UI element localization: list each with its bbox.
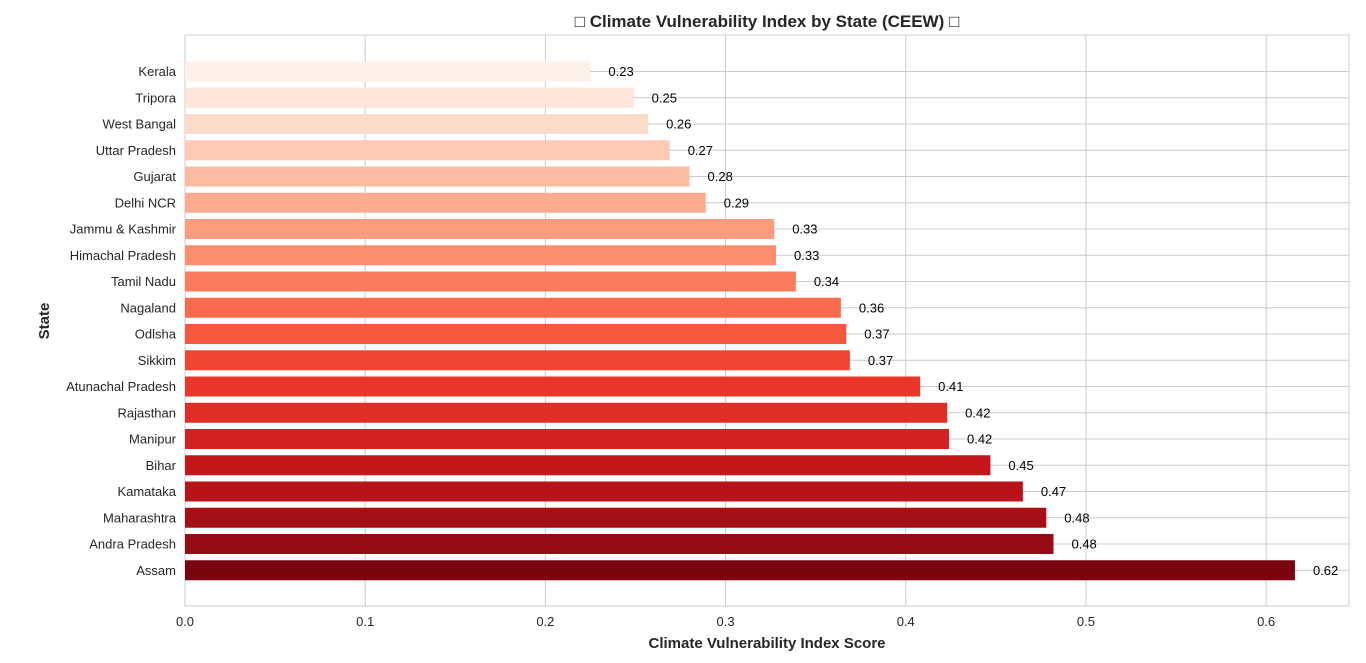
y-tick-label: Manipur [129,432,177,447]
data-label: 0.33 [792,222,817,237]
data-label: 0.42 [965,405,990,420]
data-label: 0.48 [1071,537,1096,552]
y-tick-label: Maharashtra [103,510,177,525]
y-tick-label: Assam [136,563,176,578]
bar [185,140,670,161]
label-layer: 0.23 0.25 0.26 0.27 0.28 0.29 0.33 0.33 0.34 0.36… [608,64,1338,578]
y-axis-title: State [36,303,53,340]
data-label: 0.62 [1313,563,1338,578]
y-tick-label: Himachal Pradesh [70,248,176,263]
y-tick-label: Andra Pradesh [89,537,176,552]
data-label: 0.28 [708,169,733,184]
data-label: 0.27 [688,143,713,158]
data-label: 0.34 [814,274,839,289]
x-tick-label: 0.5 [1077,614,1095,629]
bar [185,350,850,371]
data-label: 0.45 [1008,458,1033,473]
y-tick-label: Bihar [146,458,177,473]
x-axis-title: Climate Vulnerability Index Score [648,635,885,652]
y-tick-label: Kamataka [117,484,176,499]
bar [185,192,706,213]
bar [185,481,1023,502]
y-tick-label: Kerala [138,64,176,79]
data-label: 0.29 [724,195,749,210]
y-tick-label: Tamil Nadu [111,274,176,289]
data-label: 0.25 [652,90,677,105]
axis-layer: 0.0 0.1 0.2 0.3 0.4 0.5 0.6 Kerala Tripora West B… [66,64,1275,629]
y-tick-label: Jammu & Kashmir [70,222,177,237]
data-label: 0.37 [864,327,889,342]
x-tick-label: 0.4 [897,614,915,629]
data-label: 0.36 [859,300,884,315]
y-tick-label: Nagaland [120,300,176,315]
data-label: 0.41 [938,379,963,394]
bar [185,245,777,266]
bar [185,534,1054,554]
data-label: 0.37 [868,353,893,368]
y-tick-label: Gujarat [133,169,176,184]
y-tick-label: Odlsha [135,327,177,342]
plot-frame [184,34,1350,607]
bar [185,166,690,187]
y-tick-label: Uttar Pradesh [96,143,176,158]
bar-layer [185,61,1295,581]
bar [185,271,796,292]
bar [185,297,841,318]
x-tick-label: 0.1 [356,614,374,629]
y-tick-label: Tripora [135,90,176,105]
x-tick-label: 0.6 [1257,614,1275,629]
data-label: 0.47 [1041,484,1066,499]
y-tick-label: Rajasthan [117,405,176,420]
y-tick-label: West Bangal [103,117,177,132]
data-label: 0.23 [608,64,633,79]
bar [185,507,1047,528]
bar [185,219,775,239]
bar [185,376,921,397]
chart-title: □ Climate Vulnerability Index by State (… [575,12,960,31]
bar [185,61,591,82]
y-tick-label: Delhi NCR [115,195,176,210]
data-label: 0.42 [967,432,992,447]
data-label: 0.48 [1064,510,1089,525]
x-tick-label: 0.3 [717,614,735,629]
bar [185,560,1295,581]
x-tick-label: 0.2 [536,614,554,629]
x-tick-label: 0.0 [176,614,194,629]
bar [185,114,649,134]
bar [185,87,634,108]
bar [185,324,847,344]
data-label: 0.33 [794,248,819,263]
bar [185,402,948,423]
data-label: 0.26 [666,117,691,132]
y-tick-label: Sikkim [138,353,176,368]
bar [185,455,991,476]
y-tick-label: Atunachal Pradesh [66,379,176,394]
bar [185,429,949,449]
